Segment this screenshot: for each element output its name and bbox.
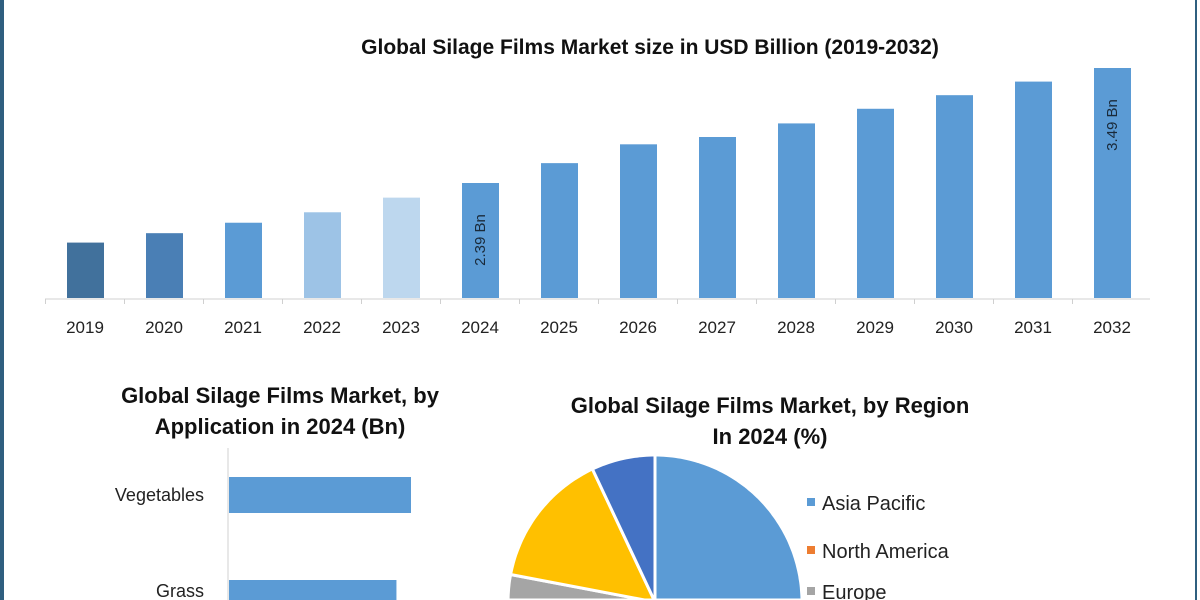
legend-label-asia-pacific: Asia Pacific xyxy=(822,493,925,515)
application-bar-vegetables xyxy=(229,477,411,513)
legend-label-north-america: North America xyxy=(822,541,950,563)
bar-2025 xyxy=(541,163,578,298)
data-label-2032: 3.49 Bn xyxy=(1104,99,1121,151)
x-tick-label-2031: 2031 xyxy=(1014,318,1052,337)
bar-2019 xyxy=(67,242,104,298)
x-tick-label-2020: 2020 xyxy=(145,318,183,337)
frame-border-left xyxy=(0,0,4,600)
legend-swatch-north-america xyxy=(807,546,815,554)
bar-2023 xyxy=(383,197,420,298)
pie-slice-slice-3 xyxy=(508,467,656,600)
legend-swatch-europe xyxy=(807,587,815,595)
bar-2022 xyxy=(304,212,341,298)
pie-slice-asia-pacific xyxy=(653,453,804,600)
region-chart-title-line2: In 2024 (%) xyxy=(712,424,828,449)
bar-2021 xyxy=(225,222,262,298)
frame-border-right xyxy=(1195,0,1197,600)
x-tick-label-2024: 2024 xyxy=(461,318,499,337)
region-chart-title-line1: Global Silage Films Market, by Region xyxy=(570,393,970,418)
bar-2030 xyxy=(936,95,973,298)
x-tick-label-2022: 2022 xyxy=(303,318,341,337)
application-label-vegetables: Vegetables xyxy=(115,485,204,505)
bar-2028 xyxy=(778,123,815,298)
bar-2031 xyxy=(1015,81,1052,298)
x-tick-label-2032: 2032 xyxy=(1093,318,1131,337)
x-tick-label-2025: 2025 xyxy=(540,318,578,337)
x-tick-label-2026: 2026 xyxy=(619,318,657,337)
legend-label-europe: Europe xyxy=(822,582,887,600)
bar-2029 xyxy=(857,108,894,298)
x-tick-label-2030: 2030 xyxy=(935,318,973,337)
application-bar-grass xyxy=(229,580,397,600)
x-tick-label-2021: 2021 xyxy=(224,318,262,337)
bar-2024 xyxy=(462,183,499,298)
pie-slice-slice-4 xyxy=(590,453,657,600)
x-tick-label-2029: 2029 xyxy=(856,318,894,337)
legend-swatch-asia-pacific xyxy=(807,498,815,506)
x-tick-label-2019: 2019 xyxy=(66,318,104,337)
x-tick-label-2028: 2028 xyxy=(777,318,815,337)
bar-2027 xyxy=(699,137,736,298)
bar-2032 xyxy=(1094,68,1131,298)
application-label-grass: Grass xyxy=(156,581,204,600)
bar-2026 xyxy=(620,144,657,298)
bar-chart-title: Global Silage Films Market size in USD B… xyxy=(361,36,939,59)
data-label-2024: 2.39 Bn xyxy=(472,214,489,266)
application-chart-title: Global Silage Films Market, by Applicati… xyxy=(121,383,439,439)
x-tick-label-2023: 2023 xyxy=(382,318,420,337)
x-tick-label-2027: 2027 xyxy=(698,318,736,337)
bar-2020 xyxy=(146,233,183,298)
